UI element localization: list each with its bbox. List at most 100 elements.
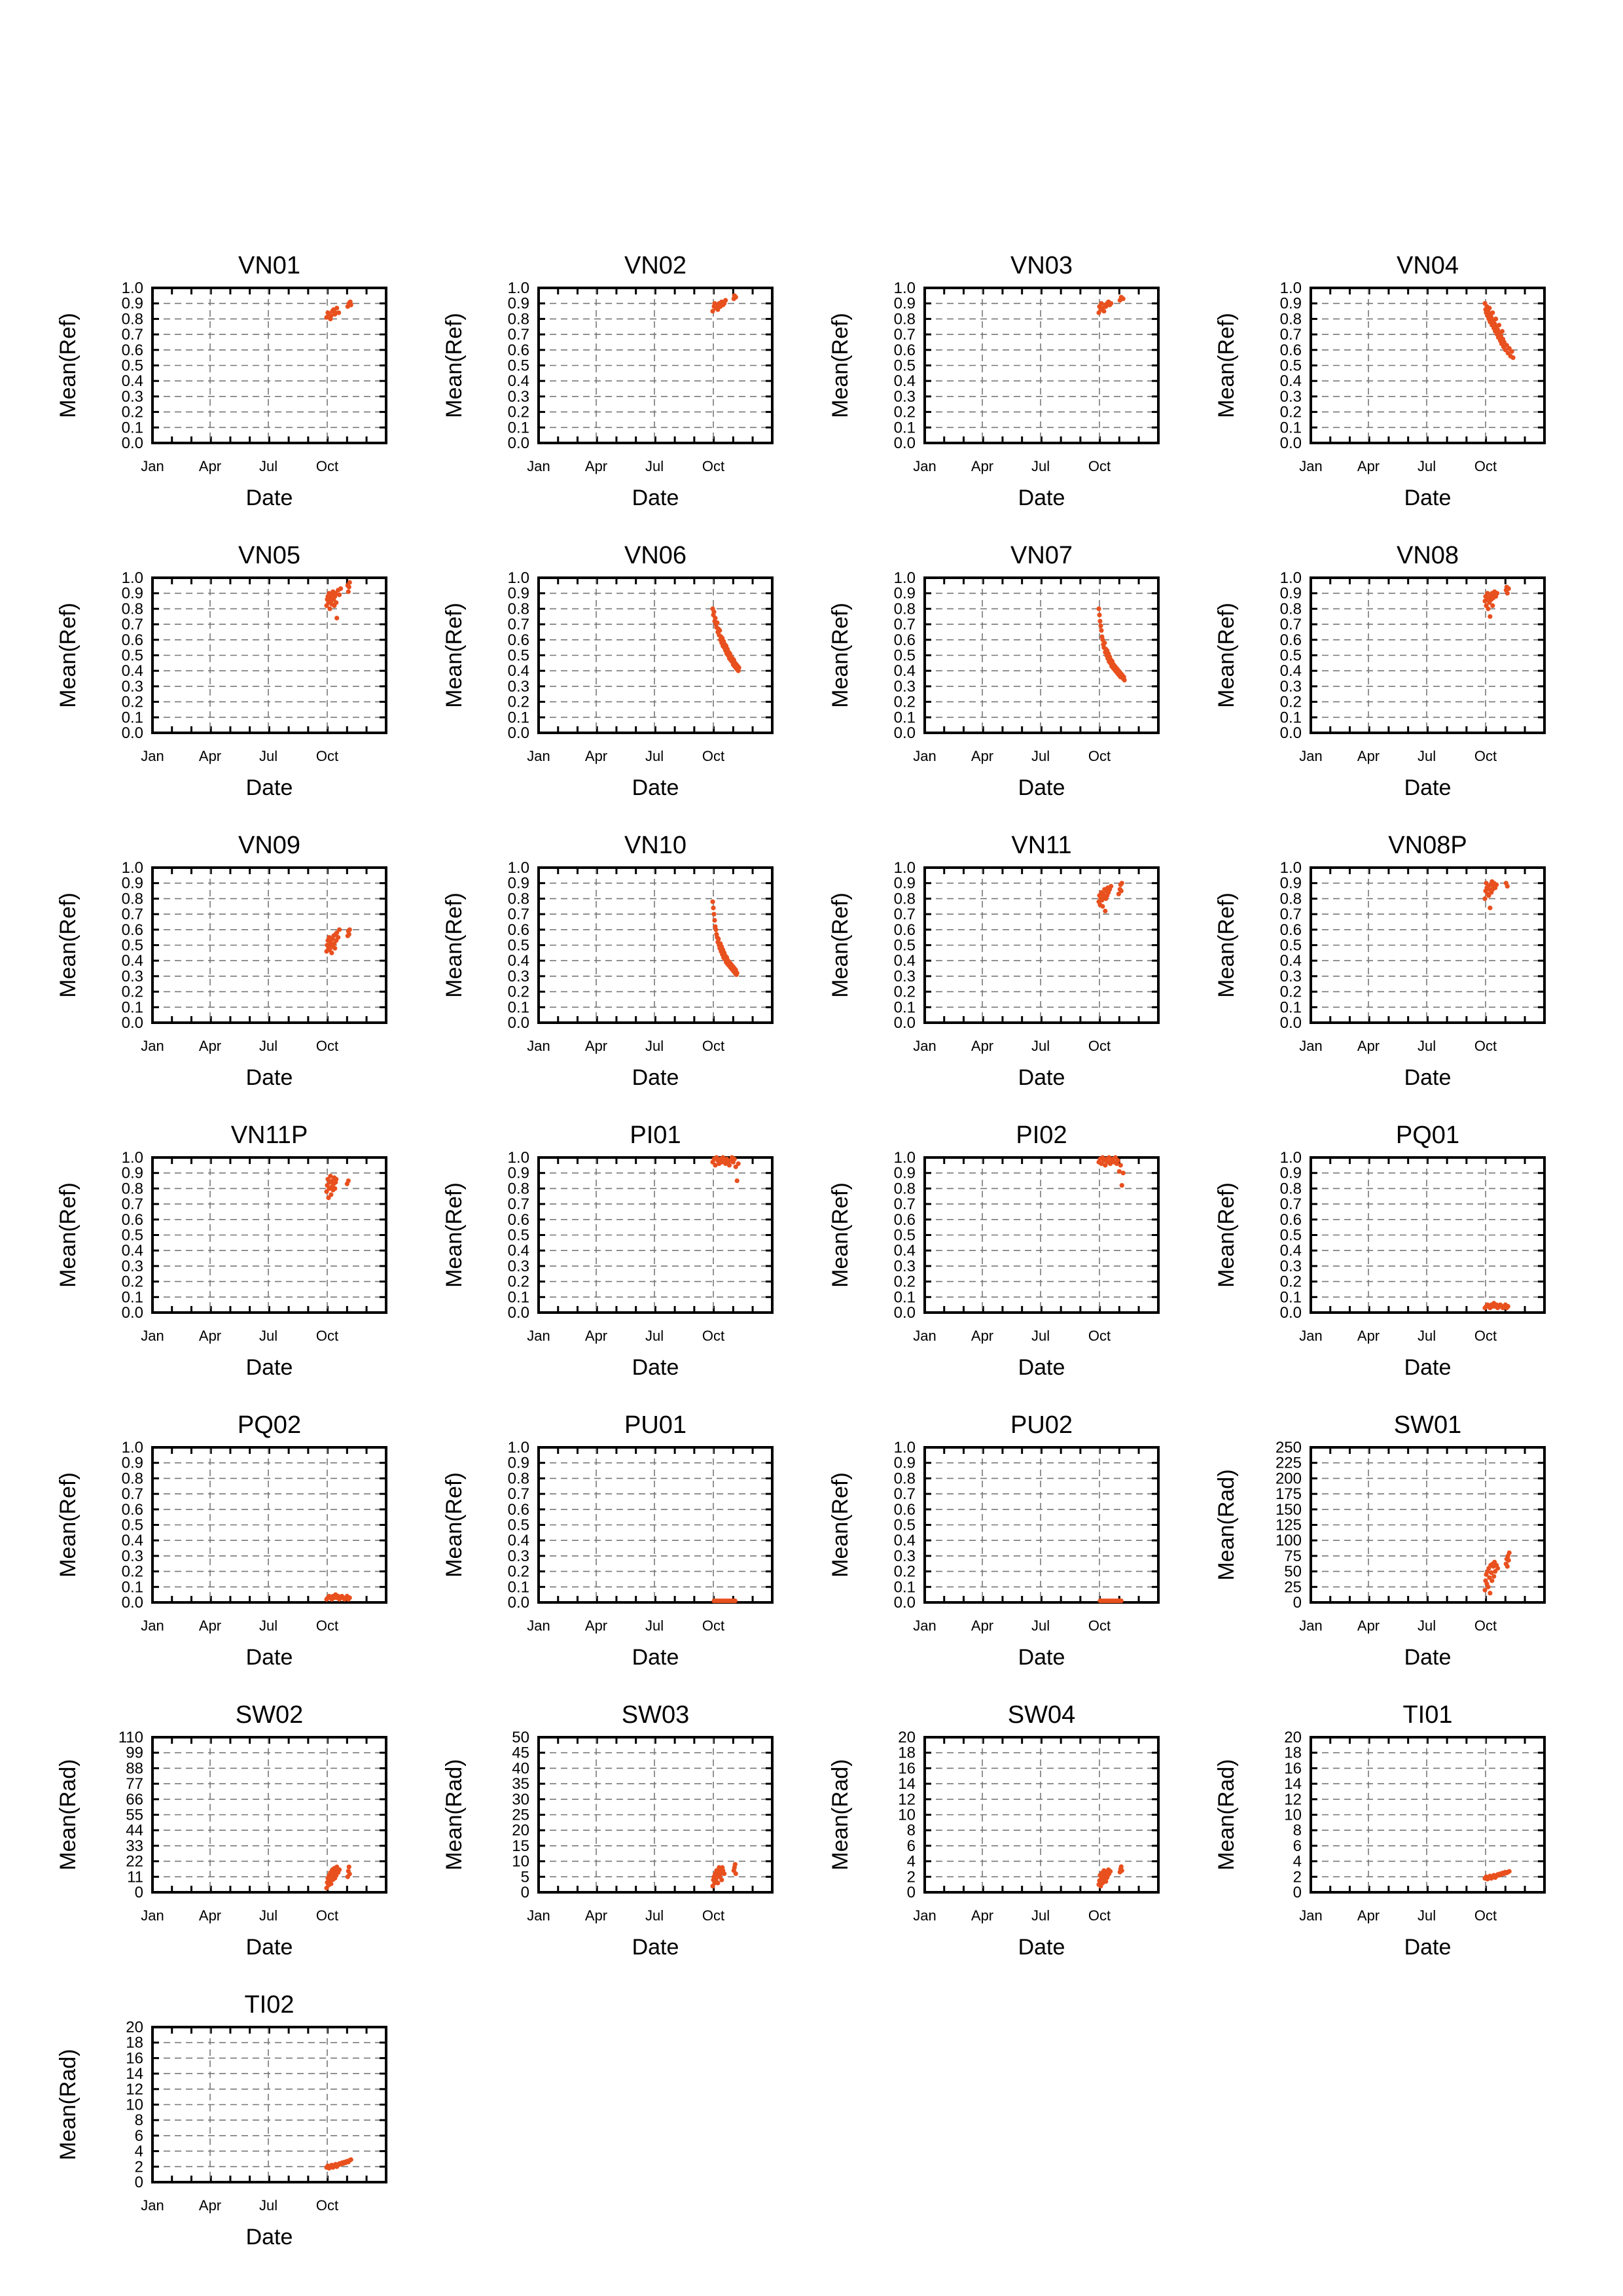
y-tick-label: 2 <box>907 1868 916 1886</box>
y-tick-label: 0.7 <box>1280 616 1302 633</box>
x-axis-label: Date <box>632 1935 679 1960</box>
y-tick-label: 45 <box>512 1744 529 1762</box>
x-tick-label: Jul <box>645 1907 664 1924</box>
x-tick-label: Jan <box>141 458 164 474</box>
y-tick-label: 0.1 <box>1280 419 1302 436</box>
y-axis-label: Mean(Rad) <box>56 1759 80 1870</box>
chart-title: VN03 <box>1010 252 1073 279</box>
x-tick-label: Oct <box>1474 458 1497 474</box>
y-axis-label: Mean(Ref) <box>442 892 467 998</box>
x-tick-label: Jan <box>527 1328 550 1344</box>
data-point <box>334 306 340 311</box>
y-tick-label: 0.7 <box>508 1485 529 1503</box>
y-tick-label: 0.8 <box>508 1470 529 1487</box>
chart-vn04: VN04 0.00.10.20.30.40.50.60.70.80.91.0 Jan… <box>1214 252 1546 510</box>
y-tick-label: 0.1 <box>894 709 916 726</box>
y-axis-label: Mean(Ref) <box>828 313 853 418</box>
plot-frame <box>1310 1156 1546 1314</box>
chart-title: TI01 <box>1402 1701 1452 1729</box>
chart-vn08p: VN08P 0.00.10.20.30.40.50.60.70.80.91.0 Ja… <box>1214 832 1546 1090</box>
y-tick-label: 1.0 <box>122 1439 143 1457</box>
x-tick-label: Apr <box>585 1038 607 1054</box>
y-tick-label: 4 <box>1293 1853 1302 1871</box>
y-tick-label: 0.3 <box>122 678 143 696</box>
y-tick-label: 0.7 <box>508 1195 529 1213</box>
x-axis-label: Date <box>632 486 679 510</box>
y-tick-label: 0 <box>521 1884 529 1901</box>
data-point <box>719 1877 724 1882</box>
y-tick-label: 225 <box>1275 1455 1302 1472</box>
y-tick-label: 4 <box>907 1853 916 1871</box>
plot-frame <box>537 576 774 734</box>
x-tick-label: Jul <box>259 1038 277 1054</box>
data-point <box>346 1864 351 1869</box>
data-point <box>1487 1575 1492 1580</box>
y-tick-label: 0.4 <box>1280 662 1302 680</box>
chart-panel-pq02: PQ02 0.0 0.1 0.2 0.3 0.4 0.5 0.6 0.7 0.8 0.9 1.0 Jan… <box>0 1402 389 1693</box>
data-point <box>337 592 342 597</box>
y-tick-label: 0.7 <box>894 906 916 923</box>
data-point <box>324 315 329 320</box>
x-axis-label: Date <box>632 775 679 800</box>
data-point <box>1485 591 1490 596</box>
data-point <box>334 1176 339 1182</box>
x-tick-label: Jan <box>1299 458 1322 474</box>
x-tick-label: Apr <box>1357 1617 1380 1634</box>
y-tick-label: 16 <box>898 1759 916 1777</box>
y-tick-label: 0.3 <box>894 1547 916 1565</box>
y-tick-label: 0.4 <box>1280 1242 1302 1260</box>
x-tick-label: Jan <box>1299 1907 1322 1924</box>
y-tick-label: 0.3 <box>122 1258 143 1275</box>
y-tick-label: 0.2 <box>122 694 143 711</box>
x-tick-label: Oct <box>1474 748 1497 764</box>
y-tick-label: 0.0 <box>1280 434 1302 452</box>
y-tick-label: 0.6 <box>894 1501 916 1519</box>
chart-title: PQ01 <box>1396 1122 1459 1149</box>
y-tick-label: 0.6 <box>1280 1211 1302 1229</box>
y-tick-label: 0.9 <box>894 585 916 603</box>
data-point <box>1122 677 1127 683</box>
y-tick-label: 0.3 <box>1280 968 1302 985</box>
y-tick-label: 0.2 <box>508 404 529 421</box>
y-tick-label: 1.0 <box>508 1439 529 1457</box>
y-tick-label: 30 <box>512 1791 529 1809</box>
chart-vn01: VN01 0.00.10.20.30.40.50.60.70.80.91.0 Jan… <box>56 252 387 510</box>
x-tick-label: Jan <box>1299 1617 1322 1634</box>
chart-panel-pi01: PI01 0.0 0.1 0.2 0.3 0.4 0.5 0.6 0.7 0.8 0.9 1.0 Jan… <box>386 1112 776 1404</box>
data-point <box>733 294 738 300</box>
data-point <box>329 313 334 319</box>
y-tick-label: 0.3 <box>122 1547 143 1565</box>
chart-vn05: VN05 0.00.10.20.30.40.50.60.70.80.91.0 Jan… <box>56 542 387 800</box>
x-tick-label: Jul <box>1031 1328 1050 1344</box>
y-tick-label: 0.2 <box>894 404 916 421</box>
y-axis-label: Mean(Rad) <box>56 2049 80 2160</box>
y-tick-label: 0.3 <box>508 388 529 406</box>
y-tick-label: 0.1 <box>894 998 916 1016</box>
data-point <box>733 1164 738 1169</box>
y-tick-label: 0.5 <box>122 357 143 375</box>
x-tick-label: Jul <box>1031 458 1050 474</box>
y-tick-label: 0.3 <box>122 968 143 985</box>
y-tick-label: 0.7 <box>1280 326 1302 344</box>
y-tick-label: 5 <box>521 1868 529 1886</box>
y-tick-label: 0 <box>907 1884 916 1901</box>
y-tick-label: 35 <box>512 1775 529 1793</box>
y-tick-label: 0.7 <box>1280 1195 1302 1213</box>
data-point <box>1493 316 1499 321</box>
plot-frame <box>151 1446 387 1604</box>
plot-frame <box>537 866 774 1024</box>
y-tick-label: 0.1 <box>1280 1288 1302 1306</box>
y-tick-label: 0.3 <box>894 968 916 985</box>
y-tick-label: 1.0 <box>122 569 143 587</box>
data-point <box>338 586 344 592</box>
plot-frame <box>1310 576 1546 734</box>
data-point <box>1098 623 1103 629</box>
y-tick-label: 0.2 <box>508 1273 529 1291</box>
chart-title: PU01 <box>624 1411 687 1439</box>
x-tick-label: Oct <box>1088 458 1111 474</box>
data-point <box>711 609 717 614</box>
y-tick-label: 0.6 <box>508 631 529 649</box>
chart-panel-ti02: TI02 0 2 4 6 8 10 12 14 16 18 20 Jan Apr Jul Oct Date Mea… <box>0 1981 389 2273</box>
y-tick-label: 0.2 <box>122 1273 143 1291</box>
data-point <box>1499 328 1505 334</box>
